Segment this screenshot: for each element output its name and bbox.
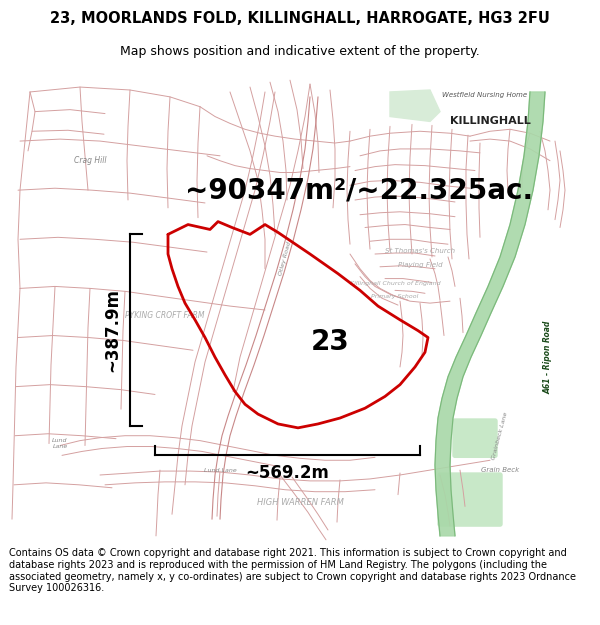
Text: PYKING CROFT FARM: PYKING CROFT FARM <box>125 311 205 321</box>
Text: St Thomas's Church: St Thomas's Church <box>385 248 455 254</box>
Text: Killinghall Church of England: Killinghall Church of England <box>350 281 440 286</box>
Text: Lund Lane: Lund Lane <box>203 468 236 472</box>
Text: 23, MOORLANDS FOLD, KILLINGHALL, HARROGATE, HG3 2FU: 23, MOORLANDS FOLD, KILLINGHALL, HARROGA… <box>50 11 550 26</box>
Text: Contains OS data © Crown copyright and database right 2021. This information is : Contains OS data © Crown copyright and d… <box>9 548 576 593</box>
Text: HIGH WARREN FARM: HIGH WARREN FARM <box>257 498 343 507</box>
Text: Crag Hill: Crag Hill <box>74 156 106 165</box>
Text: KILLINGHALL: KILLINGHALL <box>449 116 530 126</box>
Text: Otley Road: Otley Road <box>278 241 292 276</box>
Text: Westfield Nursing Home: Westfield Nursing Home <box>442 92 527 98</box>
Text: Grain Beck: Grain Beck <box>481 467 519 473</box>
Polygon shape <box>435 92 545 536</box>
Text: Primary School: Primary School <box>371 294 419 299</box>
Text: Playing Field: Playing Field <box>398 262 442 268</box>
Text: ~569.2m: ~569.2m <box>245 464 329 482</box>
Text: A61 - Ripon Road: A61 - Ripon Road <box>544 321 553 394</box>
Text: ~387.9m: ~387.9m <box>103 288 121 372</box>
Polygon shape <box>390 90 440 121</box>
Text: ~90347m²/~22.325ac.: ~90347m²/~22.325ac. <box>185 176 533 204</box>
Text: Lund
Lane: Lund Lane <box>52 438 68 449</box>
Text: Grainbeck Lane: Grainbeck Lane <box>491 411 509 460</box>
Text: 23: 23 <box>311 328 349 356</box>
Text: Map shows position and indicative extent of the property.: Map shows position and indicative extent… <box>120 45 480 58</box>
FancyBboxPatch shape <box>453 419 497 457</box>
FancyBboxPatch shape <box>438 473 502 526</box>
